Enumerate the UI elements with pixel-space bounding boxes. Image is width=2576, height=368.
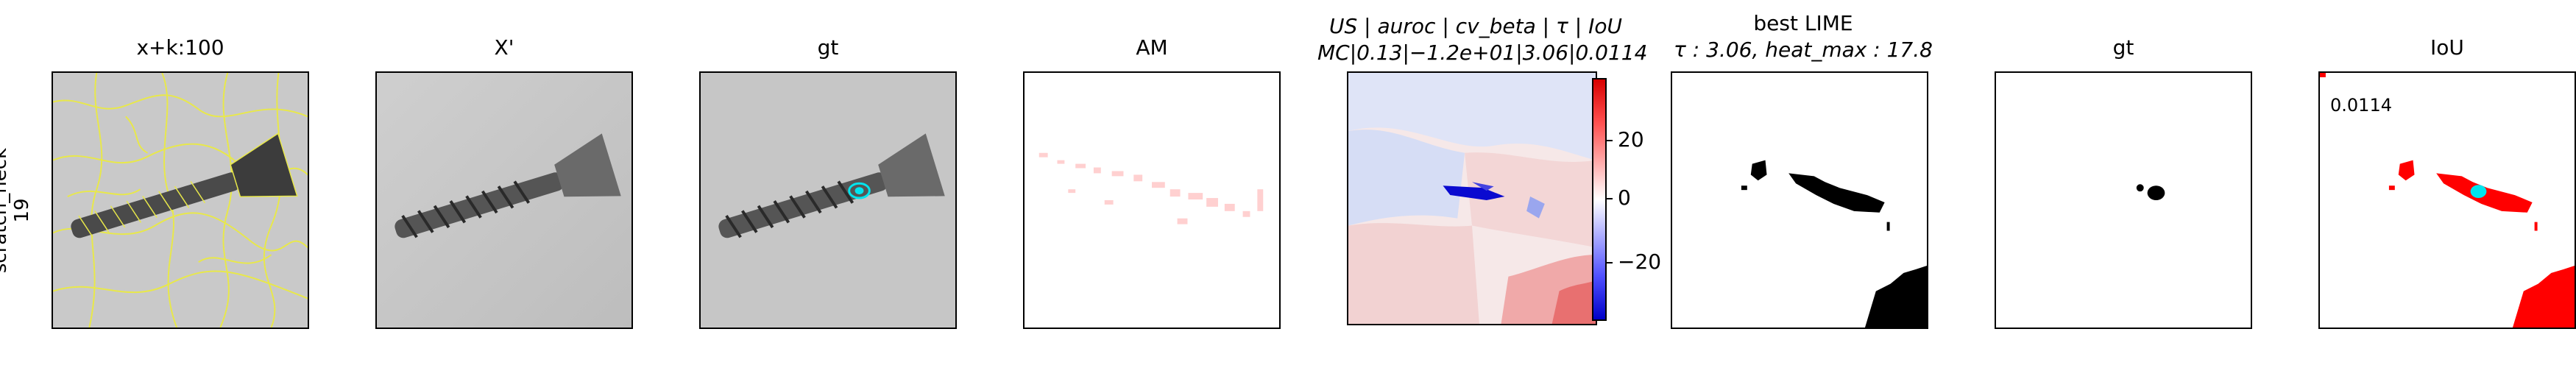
colorbar-tick-label: 0 xyxy=(1618,185,1631,210)
iou-value: 0.0114 xyxy=(2330,95,2392,116)
panel-iou: 0.0114 xyxy=(2318,71,2576,329)
row-label-name: scratch_neck xyxy=(0,147,11,274)
colorbar-tick-label: 20 xyxy=(1618,127,1644,152)
panel-title-metrics: US | auroc | cv_beta | τ | IoU MC|0.13|−… xyxy=(1317,13,1648,66)
row-label: scratch_neck 19 xyxy=(0,144,33,277)
panel-gt-mask xyxy=(1995,71,2252,329)
panel-title-gt-mask: gt xyxy=(2112,35,2134,60)
colorbar-tick-label: −20 xyxy=(1618,250,1662,274)
colorbar-tick xyxy=(1607,198,1613,199)
gt-overlay-image xyxy=(701,73,955,328)
screw-image xyxy=(377,73,631,328)
panel-title-gt: gt xyxy=(817,35,839,60)
metrics-header: US | auroc | cv_beta | τ | IoU xyxy=(1329,14,1622,38)
panel-title-am: AM xyxy=(1136,35,1168,60)
panel-title-iou: IoU xyxy=(2430,35,2464,60)
iou-image xyxy=(2320,73,2575,328)
colorbar xyxy=(1592,78,1607,321)
colorbar-tick xyxy=(1607,140,1613,141)
gt-mask-image xyxy=(1996,73,2251,328)
lime-title: best LIME xyxy=(1753,11,1853,35)
superpixel-image xyxy=(53,73,308,328)
panel-superpixels xyxy=(52,71,309,329)
lime-mask-image xyxy=(1672,73,1927,328)
lime-params: τ : 3.06, heat_max : 17.8 xyxy=(1674,38,1933,62)
panel-xprime xyxy=(375,71,633,329)
colorbar-tick xyxy=(1607,262,1613,263)
heatmap-image xyxy=(1348,73,1596,324)
panel-gt-overlay xyxy=(699,71,957,329)
row-label-index: 19 xyxy=(11,198,33,223)
attribution-map xyxy=(1025,73,1279,328)
panel-attribution xyxy=(1023,71,1281,329)
panel-title-input: x+k:100 xyxy=(136,35,224,60)
panel-lime-mask xyxy=(1671,71,1928,329)
metrics-values: MC|0.13|−1.2e+01|3.06|0.0114 xyxy=(1317,40,1648,65)
panel-title-xprime: X' xyxy=(494,35,514,60)
panel-title-lime: best LIME τ : 3.06, heat_max : 17.8 xyxy=(1649,10,1958,63)
panel-heatmap xyxy=(1347,71,1597,325)
